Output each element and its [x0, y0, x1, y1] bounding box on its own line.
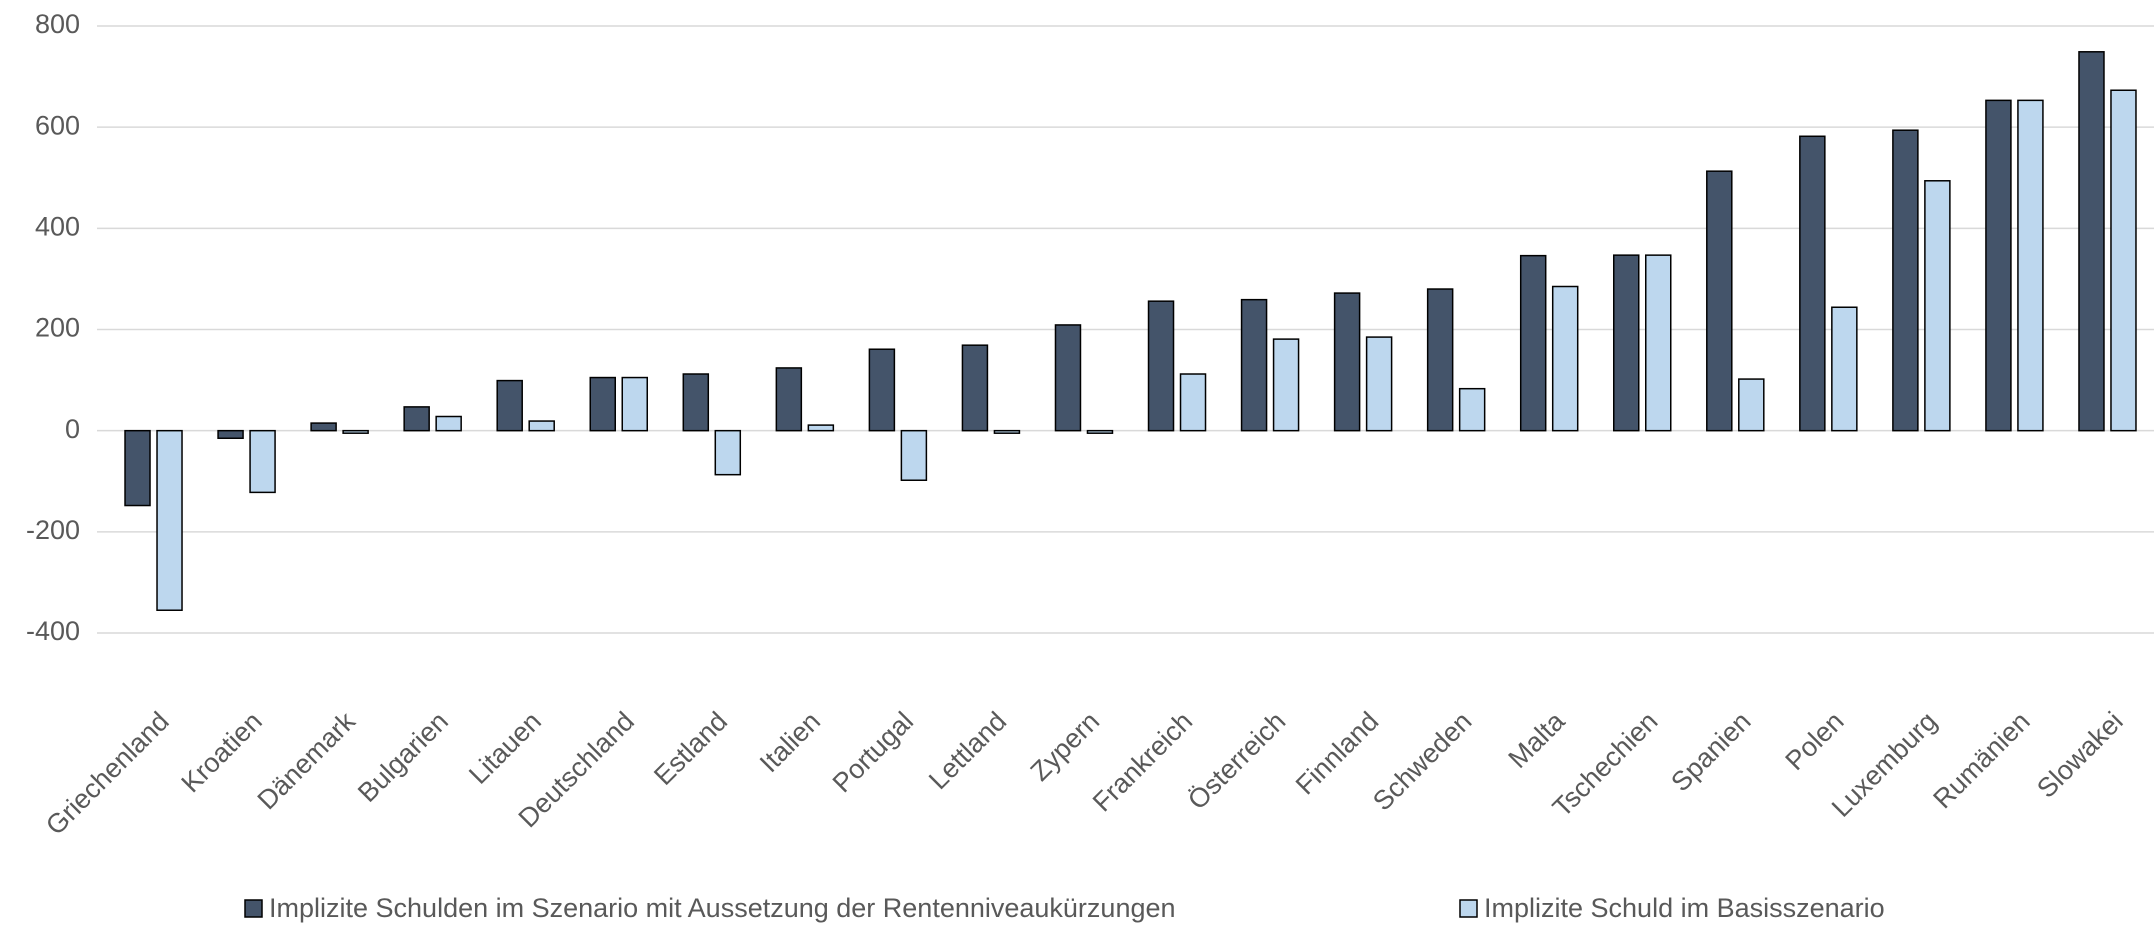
bar: [1458, 387, 1486, 432]
y-tick-label: 600: [35, 110, 80, 140]
y-tick-label: 0: [65, 414, 80, 444]
bar: [2110, 89, 2137, 432]
x-tick-label: Bulgarien: [352, 706, 454, 808]
bar: [714, 429, 742, 476]
x-tick-label: Griechenland: [40, 706, 175, 841]
x-tick-label: Polen: [1780, 706, 1850, 776]
bar: [775, 367, 803, 432]
x-tick-label: Spanien: [1665, 706, 1756, 797]
bar: [1240, 298, 1268, 432]
bar: [1613, 254, 1640, 432]
bar: [1147, 300, 1175, 432]
x-tick-label: Portugal: [827, 706, 919, 798]
bar: [807, 424, 835, 432]
bar: [1892, 129, 1919, 432]
x-tick-label: Zypern: [1025, 706, 1106, 787]
bar: [1706, 170, 1733, 432]
x-tick-label: Malta: [1503, 705, 1572, 774]
bar: [1738, 378, 1765, 432]
bar: [2017, 99, 2044, 432]
legend-swatch: [244, 899, 263, 918]
bar: [1333, 292, 1361, 432]
bar: [1799, 135, 1826, 432]
bar: [1645, 254, 1672, 432]
x-tick-label: Österreich: [1182, 706, 1291, 815]
bar: [249, 429, 276, 494]
bar: [217, 429, 244, 440]
legend-label: Implizite Schulden im Szenario mit Ausse…: [269, 893, 1176, 923]
bar: [1272, 338, 1300, 432]
bar: [1924, 180, 1951, 432]
bar: [1551, 285, 1579, 432]
bar: [342, 429, 369, 434]
bar: [961, 344, 989, 432]
bar: [1179, 373, 1207, 432]
bar: [993, 429, 1021, 434]
x-tick-label: Lettland: [923, 706, 1012, 795]
bar: [156, 429, 183, 611]
bar: [435, 415, 462, 432]
bar: [124, 429, 151, 507]
x-tick-label: Slowakei: [2031, 706, 2129, 804]
bar: [621, 376, 648, 432]
bar: [310, 422, 337, 432]
y-tick-label: 400: [35, 211, 80, 241]
bar: [868, 348, 896, 432]
legend-label: Implizite Schuld im Basisszenario: [1484, 893, 1885, 923]
x-tick-label: Frankreich: [1087, 706, 1198, 817]
x-tick-label: Schweden: [1367, 706, 1477, 816]
bar: [1426, 288, 1454, 432]
y-tick-label: 800: [35, 9, 80, 39]
bar: [1831, 306, 1858, 432]
bar: [900, 429, 928, 481]
bar: [589, 376, 616, 432]
y-tick-label: -400: [26, 616, 80, 646]
bar: [528, 420, 555, 432]
bar: [403, 406, 430, 432]
bar: [1985, 99, 2012, 432]
y-tick-label: -200: [26, 515, 80, 545]
x-tick-label: Litauen: [463, 706, 547, 790]
bar: [2078, 51, 2105, 432]
x-tick-label: Dänemark: [252, 706, 362, 816]
x-tick-label: Finnland: [1290, 706, 1384, 800]
x-tick-label: Kroatien: [176, 706, 268, 798]
x-tick-label: Rumänien: [1927, 706, 2035, 814]
x-tick-label: Estland: [648, 706, 733, 791]
x-tick-label: Italien: [754, 706, 826, 778]
bar: [1054, 324, 1082, 432]
y-tick-label: 200: [35, 313, 80, 343]
legend-swatch: [1459, 899, 1478, 918]
bar: [1519, 254, 1547, 432]
bar: [1086, 429, 1114, 434]
bar: [682, 373, 710, 432]
bar: [1365, 336, 1393, 432]
bar: [496, 379, 523, 432]
